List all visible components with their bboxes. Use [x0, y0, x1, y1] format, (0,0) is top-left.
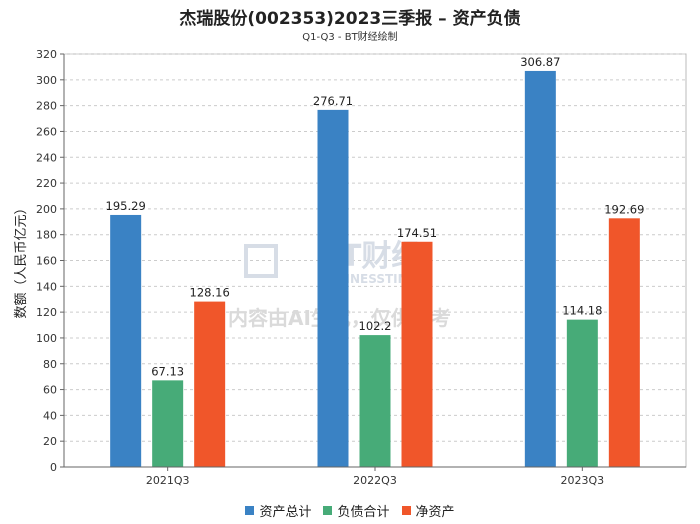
bar-value-label: 174.51	[397, 226, 437, 240]
bar	[194, 301, 226, 467]
y-tick-label: 80	[43, 358, 57, 371]
y-tick-label: 180	[36, 229, 57, 242]
legend-swatch	[245, 506, 255, 515]
legend-label: 净资产	[415, 505, 455, 520]
bars: 195.29 67.13 128.16 276.71 102.2 174.51 306.87…	[106, 55, 644, 467]
bar-value-label: 276.71	[313, 94, 353, 108]
bar	[608, 218, 640, 467]
bar-value-label: 192.69	[604, 202, 644, 216]
bar-value-label: 67.13	[151, 364, 184, 378]
y-tick-label: 280	[36, 100, 57, 113]
y-tick-label: 200	[36, 203, 57, 216]
chart-title: 杰瑞股份(002353)2023三季报 – 资产负债	[179, 9, 521, 29]
legend-item: 净资产	[401, 501, 455, 520]
bar-value-label: 306.87	[520, 55, 560, 69]
legend-swatch	[323, 506, 333, 515]
bar	[152, 380, 184, 467]
x-tick-label: 2022Q3	[353, 474, 397, 487]
bar-value-label: 114.18	[562, 304, 602, 318]
bar	[317, 109, 349, 467]
y-tick-label: 100	[36, 332, 57, 345]
y-tick-label: 40	[43, 409, 57, 422]
bar	[359, 335, 391, 467]
bar	[524, 70, 556, 467]
legend-label: 负债合计	[337, 505, 390, 520]
y-tick-label: 320	[36, 48, 57, 61]
y-tick-label: 0	[50, 461, 57, 474]
bar	[566, 319, 598, 467]
x-tick-label: 2021Q3	[146, 474, 190, 487]
bar	[401, 241, 433, 467]
y-tick-label: 60	[43, 384, 57, 397]
y-tick-label: 240	[36, 151, 57, 164]
x-tick-label: 2023Q3	[561, 474, 605, 487]
legend: 资产总计 负债合计 净资产	[0, 501, 700, 520]
legend-swatch	[401, 506, 411, 515]
chart-subtitle: Q1-Q3 - BT财经绘制	[302, 32, 398, 43]
bar-value-label: 195.29	[106, 199, 146, 213]
bar	[110, 214, 142, 467]
bar-value-label: 102.2	[359, 319, 392, 333]
legend-label: 资产总计	[259, 505, 312, 520]
bar-value-label: 128.16	[190, 286, 230, 300]
legend-item: 负债合计	[323, 501, 390, 520]
y-axis-label: 数额（人民币亿元）	[14, 201, 29, 318]
axes: 0 20 40 60 80 100 120 140 160 180 200 220 240 260 280 3…	[36, 48, 686, 487]
watermark-logo-icon	[244, 244, 278, 278]
y-tick-label: 300	[36, 74, 57, 87]
y-tick-label: 160	[36, 255, 57, 268]
y-tick-label: 260	[36, 125, 57, 138]
y-tick-label: 120	[36, 306, 57, 319]
y-tick-label: 140	[36, 280, 57, 293]
legend-item: 资产总计	[245, 501, 311, 520]
y-tick-label: 220	[36, 177, 57, 190]
y-tick-label: 20	[43, 435, 57, 448]
